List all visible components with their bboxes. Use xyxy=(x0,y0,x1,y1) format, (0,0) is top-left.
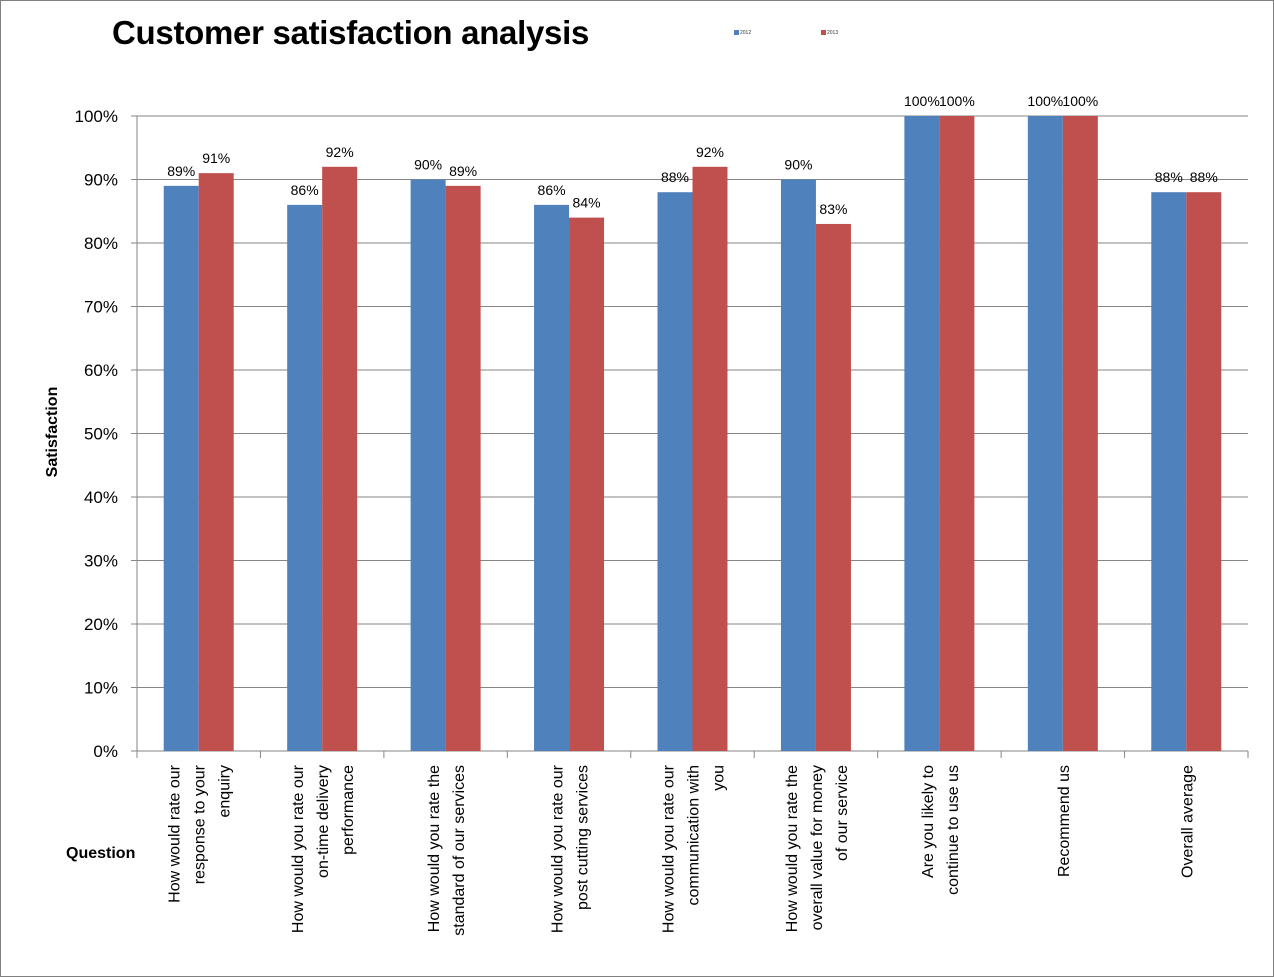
category-label: standard of our services xyxy=(451,765,468,936)
category-label: performance xyxy=(340,765,357,855)
y-tick-label: 80% xyxy=(84,234,118,253)
data-label-2013: 89% xyxy=(449,163,477,179)
category-label: How would you rate our xyxy=(550,764,567,933)
data-label-2013: 88% xyxy=(1190,169,1218,185)
bar-2013 xyxy=(322,166,358,752)
bar-2013 xyxy=(815,223,851,751)
bar-2013 xyxy=(939,116,975,751)
bar-2012 xyxy=(657,192,693,751)
category-label: communication with xyxy=(686,765,703,906)
data-label-2012: 88% xyxy=(1155,169,1183,185)
data-label-2013: 92% xyxy=(696,144,724,160)
bar-2012 xyxy=(1027,116,1063,751)
category-label: How would rate our xyxy=(167,764,184,903)
category-label: on-time delivery xyxy=(315,765,332,878)
bar-2013 xyxy=(692,166,728,752)
data-label-2013: 100% xyxy=(1062,93,1098,109)
legend-swatch-2012 xyxy=(734,30,739,36)
bar-2012 xyxy=(1151,192,1187,751)
legend-label-2012: 2012 xyxy=(740,30,752,36)
legend-swatch-2013 xyxy=(821,30,826,36)
category-label: post cutting services xyxy=(575,765,592,910)
data-label-2012: 90% xyxy=(784,157,812,173)
y-tick-label: 90% xyxy=(84,171,118,190)
bar-2012 xyxy=(287,204,323,751)
category-label: Are you likely to xyxy=(920,765,937,878)
y-tick-label: 100% xyxy=(75,107,118,126)
y-tick-label: 0% xyxy=(93,742,118,761)
chart-title: Customer satisfaction analysis xyxy=(112,14,590,51)
data-label-2013: 92% xyxy=(326,144,354,160)
data-label-2013: 83% xyxy=(819,201,847,217)
category-label: enquiry xyxy=(217,765,234,817)
y-tick-label: 30% xyxy=(84,552,118,571)
y-tick-label: 50% xyxy=(84,425,118,444)
data-label-2012: 88% xyxy=(661,169,689,185)
bar-2012 xyxy=(904,116,940,751)
bar-2012 xyxy=(534,204,570,751)
category-label: you xyxy=(711,765,728,791)
y-tick-label: 60% xyxy=(84,361,118,380)
x-axis-title: Question xyxy=(66,845,136,862)
category-label: How would you rate the xyxy=(784,765,801,932)
bar-2013 xyxy=(1062,116,1098,751)
bar-2013 xyxy=(445,185,481,752)
legend-item-2013: 2013 xyxy=(821,30,838,36)
legend-label-2013: 2013 xyxy=(827,30,839,36)
bar-2013 xyxy=(569,217,605,752)
data-label-2012: 86% xyxy=(291,182,319,198)
category-label: How would you rate our xyxy=(661,764,678,933)
category-label: overall value for money xyxy=(809,765,826,930)
bar-2012 xyxy=(410,179,446,751)
category-label: response to your xyxy=(192,764,209,884)
category-label: of our service xyxy=(834,765,851,861)
data-label-2012: 89% xyxy=(167,163,195,179)
data-label-2012: 86% xyxy=(538,182,566,198)
y-tick-label: 40% xyxy=(84,488,118,507)
category-label: continue to use us xyxy=(945,765,962,895)
category-label: How would you rate the xyxy=(426,765,443,932)
data-label-2013: 84% xyxy=(573,195,601,211)
data-label-2012: 100% xyxy=(904,93,940,109)
y-tick-label: 20% xyxy=(84,615,118,634)
y-tick-label: 10% xyxy=(84,679,118,698)
data-label-2012: 100% xyxy=(1027,93,1063,109)
legend-item-2012: 2012 xyxy=(734,30,751,36)
category-label: Overall average xyxy=(1179,765,1196,878)
bar-2012 xyxy=(163,185,199,752)
data-label-2012: 90% xyxy=(414,157,442,173)
bar-2013 xyxy=(1186,192,1222,751)
data-label-2013: 91% xyxy=(202,150,230,166)
bar-2013 xyxy=(198,173,234,751)
category-label: Recommend us xyxy=(1056,765,1073,877)
bar-2012 xyxy=(780,179,816,751)
y-tick-label: 70% xyxy=(84,298,118,317)
data-label-2013: 100% xyxy=(939,93,975,109)
category-label: How would you rate our xyxy=(290,764,307,933)
